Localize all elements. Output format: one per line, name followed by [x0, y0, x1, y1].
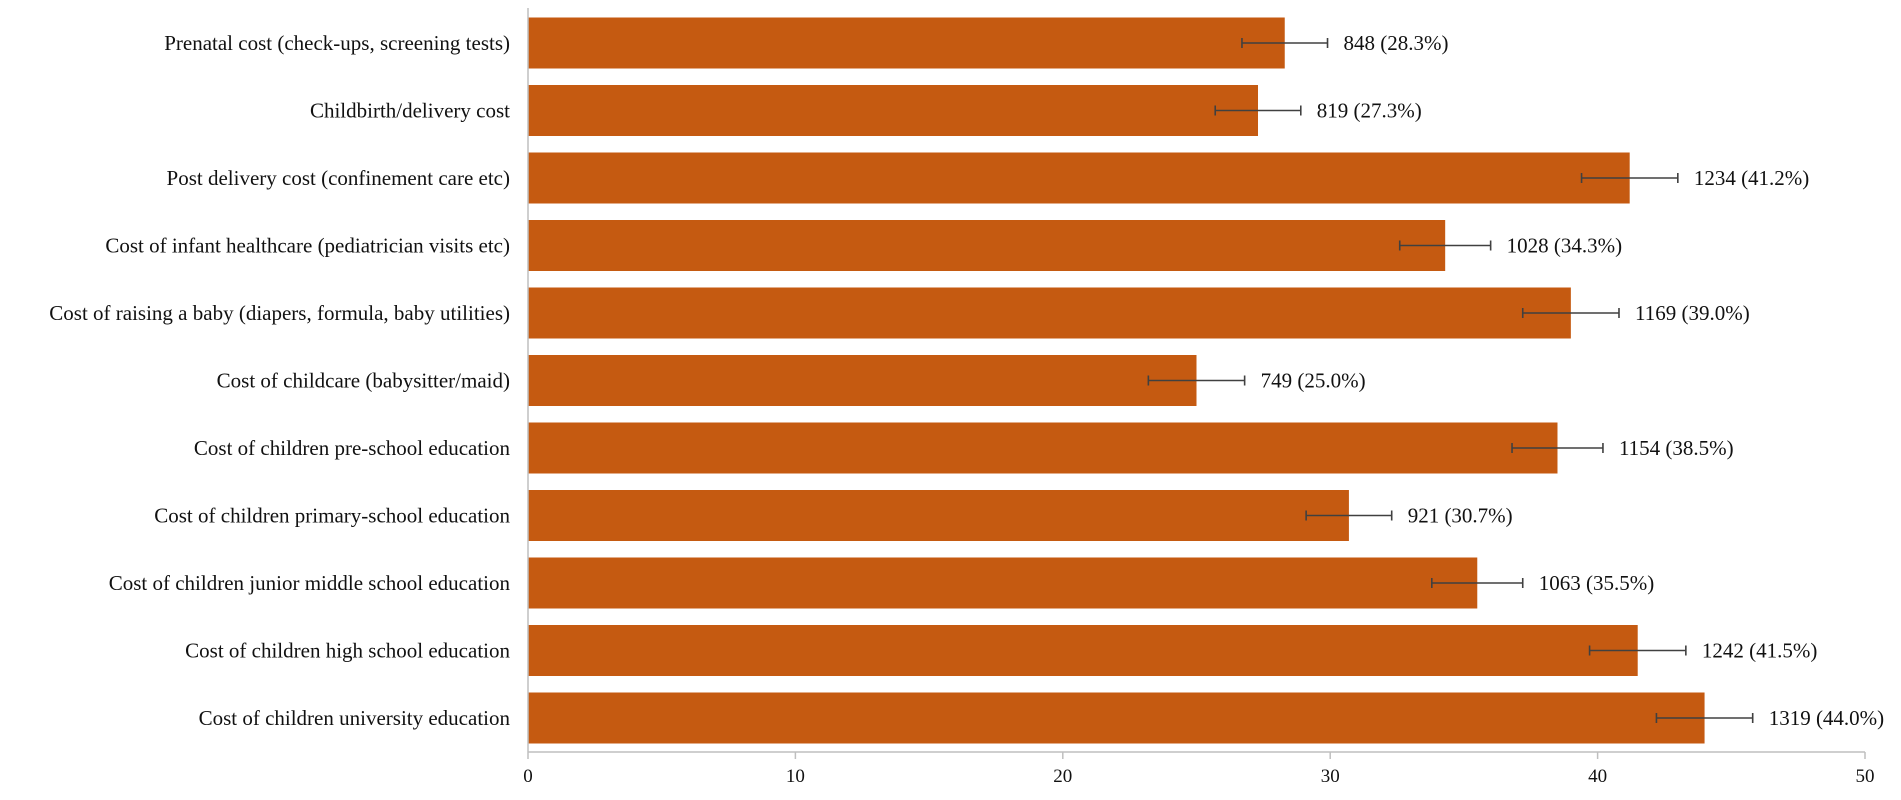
x-tick-label: 10 [786, 766, 805, 787]
x-tick-label: 30 [1321, 766, 1340, 787]
bar [528, 152, 1630, 204]
bar [528, 287, 1571, 339]
bar [528, 692, 1705, 744]
bar [528, 355, 1197, 406]
data-labels: 848 (28.3%) 819 (27.3%) 1234 (41.2%) 1028 (… [1261, 31, 1885, 730]
error-bar [1305, 510, 1393, 521]
category-label: Cost of infant healthcare (pediatrician … [105, 234, 510, 258]
category-label: Cost of children primary-school educatio… [154, 504, 510, 528]
error-bar [1241, 38, 1329, 48]
category-label: Childbirth/delivery cost [310, 99, 510, 123]
bar [528, 557, 1478, 609]
bars-layer [528, 17, 1705, 744]
category-label: Cost of childcare (babysitter/maid) [217, 369, 510, 393]
data-label: 749 (25.0%) [1261, 369, 1366, 393]
category-label: Cost of children junior middle school ed… [109, 571, 511, 595]
category-label: Cost of raising a baby (diapers, formula… [49, 301, 510, 325]
category-label: Cost of children university education [199, 706, 511, 730]
bar [528, 220, 1446, 271]
error-bar [1521, 308, 1620, 318]
bar [528, 625, 1638, 676]
error-bar [1214, 105, 1302, 116]
error-bar [1580, 173, 1679, 183]
category-label: Post delivery cost (confinement care etc… [167, 166, 510, 190]
data-label: 1319 (44.0%) [1769, 706, 1884, 730]
x-tick-label: 20 [1053, 766, 1072, 787]
data-label: 1063 (35.5%) [1539, 571, 1654, 595]
bar [528, 17, 1285, 69]
data-label: 1028 (34.3%) [1507, 234, 1622, 258]
bar [528, 422, 1558, 474]
bar [528, 490, 1349, 541]
data-label: 1169 (39.0%) [1635, 301, 1750, 325]
data-label: 1242 (41.5%) [1702, 639, 1817, 663]
x-axis: 0 10 20 30 40 50 [523, 8, 1875, 787]
error-bar [1431, 578, 1524, 588]
category-label: Cost of children pre-school education [194, 436, 511, 460]
data-label: 848 (28.3%) [1344, 31, 1449, 55]
data-label: 1234 (41.2%) [1694, 166, 1809, 190]
error-bar [1588, 645, 1687, 656]
category-labels: Prenatal cost (check-ups, screening test… [49, 31, 510, 730]
bar [528, 85, 1259, 136]
data-label: 1154 (38.5%) [1619, 436, 1734, 460]
error-bar [1511, 443, 1604, 453]
error-bars-layer [1147, 38, 1754, 723]
category-label: Prenatal cost (check-ups, screening test… [164, 31, 510, 55]
data-label: 819 (27.3%) [1317, 99, 1422, 123]
x-tick-label: 0 [523, 766, 533, 787]
x-tick-label: 40 [1588, 766, 1607, 787]
error-bar [1147, 375, 1246, 386]
category-label: Cost of children high school education [185, 639, 510, 663]
data-label: 921 (30.7%) [1408, 504, 1513, 528]
error-bar [1655, 713, 1754, 723]
x-tick-label: 50 [1856, 766, 1875, 787]
error-bar [1398, 240, 1492, 251]
